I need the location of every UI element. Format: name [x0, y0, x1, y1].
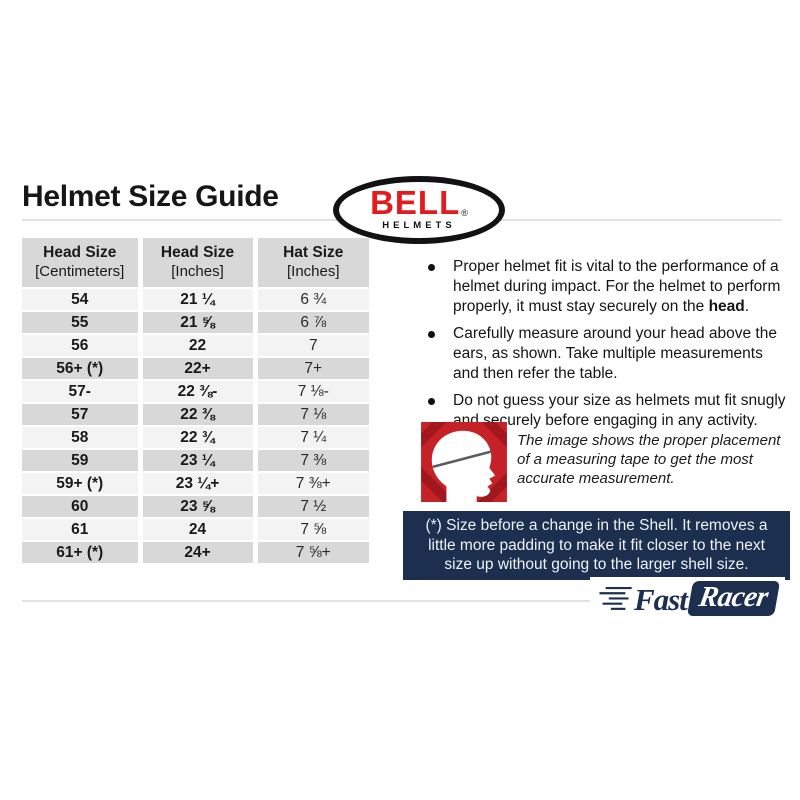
- table-row: 59+ (*) 23 ¼+ 7 ⅜+: [22, 472, 369, 496]
- bullet-text-segment: .: [744, 298, 750, 315]
- table-cell: 22 ⅜: [140, 403, 258, 427]
- size-table-header-row: Head Size [Centimeters] Head Size [Inche…: [22, 238, 369, 289]
- list-item: Do not guess your size as helmets mut fi…: [418, 391, 790, 431]
- col-header-title: Hat Size: [283, 244, 344, 261]
- table-cell: 7 ⅝: [255, 518, 369, 542]
- col-header-head-size-in: Head Size [Inches]: [140, 238, 258, 289]
- bullet-text-segment: Proper helmet fit is vital to the perfor…: [453, 258, 781, 315]
- shell-note-box: (*) Size before a change in the Shell. I…: [403, 511, 790, 580]
- table-cell: 59: [22, 449, 143, 473]
- table-cell: 6 ⅞: [255, 311, 369, 335]
- fit-notes-list: Proper helmet fit is vital to the perfor…: [418, 257, 790, 438]
- table-cell: 7 ½: [255, 495, 369, 519]
- col-header-title: Head Size: [43, 244, 117, 261]
- table-cell: 60: [22, 495, 143, 519]
- speed-lines-icon: [599, 586, 632, 610]
- page-title: Helmet Size Guide: [22, 180, 279, 213]
- measurement-illustration-row: The image shows the proper placement of …: [420, 422, 795, 502]
- size-table: Head Size [Centimeters] Head Size [Inche…: [22, 238, 369, 565]
- table-cell: 54: [22, 288, 143, 312]
- bottom-divider: [22, 600, 782, 602]
- table-cell: 22+: [140, 357, 258, 381]
- list-item: Carefully measure around your head above…: [418, 324, 790, 384]
- table-cell: 56: [22, 334, 143, 358]
- head-measurement-icon: [421, 422, 507, 502]
- fastracer-fast-text: Fast: [634, 581, 688, 617]
- table-cell: 57: [22, 403, 143, 427]
- table-cell: 58: [22, 426, 143, 450]
- table-cell: 7 ¼: [255, 426, 369, 450]
- bullet-text: Proper helmet fit is vital to the perfor…: [453, 257, 790, 317]
- fastracer-racer-box: Racer: [686, 581, 781, 617]
- table-row: 61 24 7 ⅝: [22, 518, 369, 542]
- table-cell: 24+: [140, 541, 258, 565]
- table-cell: 21 ¼: [140, 288, 258, 312]
- table-cell: 61+ (*): [22, 541, 143, 565]
- bullet-icon: [428, 264, 435, 271]
- bullet-text: Do not guess your size as helmets mut fi…: [453, 391, 790, 431]
- table-row: 56 22 7: [22, 334, 369, 358]
- bullet-text: Carefully measure around your head above…: [453, 324, 790, 384]
- col-header-unit: [Inches]: [171, 263, 224, 280]
- table-row: 56+ (*) 22+ 7+: [22, 357, 369, 381]
- bell-logo-wordmark: BELL ®: [370, 184, 468, 222]
- table-cell: 7: [255, 334, 369, 358]
- bullet-text-segment: Carefully measure around your head above…: [453, 325, 777, 382]
- list-item: Proper helmet fit is vital to the perfor…: [418, 257, 790, 317]
- table-cell: 7 ⅜: [255, 449, 369, 473]
- table-cell: 7+: [255, 357, 369, 381]
- table-cell: 22: [140, 334, 258, 358]
- table-cell: 55: [22, 311, 143, 335]
- table-row: 61+ (*) 24+ 7 ⅝+: [22, 541, 369, 565]
- col-header-hat-size-in: Hat Size [Inches]: [255, 238, 369, 289]
- table-cell: 59+ (*): [22, 472, 143, 496]
- shell-note-text: (*) Size before a change in the Shell. I…: [425, 517, 768, 573]
- table-row: 57- 22 ⅜- 7 ⅛-: [22, 380, 369, 404]
- table-cell: 7 ⅛: [255, 403, 369, 427]
- table-cell: 56+ (*): [22, 357, 143, 381]
- fastracer-racer-text: Racer: [696, 581, 771, 614]
- bell-logo-subtext: HELMETS: [382, 219, 456, 231]
- fastracer-logo: Fast Racer: [590, 577, 786, 621]
- col-header-unit: [Centimeters]: [35, 263, 125, 280]
- table-cell: 7 ⅜+: [255, 472, 369, 496]
- bullet-icon: [428, 331, 435, 338]
- col-header-title: Head Size: [160, 244, 235, 261]
- table-cell: 23 ¼+: [140, 472, 258, 496]
- table-cell: 22 ¾: [140, 426, 258, 450]
- bullet-text-segment: Do not guess your size as helmets mut fi…: [453, 392, 786, 429]
- table-cell: 23 ⅝: [140, 495, 258, 519]
- bell-logo-text: BELL: [370, 184, 461, 222]
- table-cell: 21 ⅝: [140, 311, 258, 335]
- bullet-icon: [428, 398, 435, 405]
- measurement-note: The image shows the proper placement of …: [517, 432, 781, 487]
- table-cell: 24: [140, 518, 258, 542]
- table-cell: 23 ¼: [140, 449, 258, 473]
- table-cell: 7 ⅝+: [255, 541, 369, 565]
- bell-helmets-logo: BELL ® HELMETS: [333, 176, 505, 244]
- table-cell: 22 ⅜-: [140, 380, 258, 404]
- bullet-text-bold-segment: head: [708, 298, 745, 315]
- table-cell: 57-: [22, 380, 143, 404]
- col-header-unit: [Inches]: [286, 263, 340, 280]
- table-cell: 7 ⅛-: [255, 380, 369, 404]
- registered-trademark-mark: ®: [461, 207, 468, 218]
- table-cell: 61: [22, 518, 143, 542]
- col-header-head-size-cm: Head Size [Centimeters]: [22, 238, 143, 289]
- table-cell: 6 ¾: [255, 288, 369, 312]
